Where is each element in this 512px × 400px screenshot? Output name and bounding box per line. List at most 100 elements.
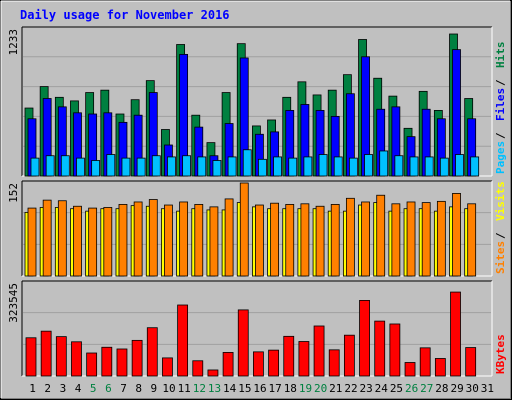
bar-bottom-kbytes-day-19 (298, 341, 310, 377)
day-tick-label: 12 (193, 382, 206, 395)
bar-top-pages-day-11 (182, 155, 192, 177)
bar-top-pages-day-26 (409, 156, 419, 177)
bar-top-pages-day-25 (394, 155, 404, 177)
panel-middle-max-label: 152 (7, 183, 20, 203)
bar-middle-sites-day-8 (133, 201, 143, 277)
bar-bottom-kbytes-day-28 (434, 358, 446, 377)
bar-top-pages-day-23 (364, 154, 373, 177)
bar-top-pages-day-7 (121, 157, 131, 177)
day-tick-label: 21 (329, 382, 342, 395)
bar-bottom-kbytes-day-8 (131, 339, 143, 377)
bar-middle-sites-day-13 (209, 206, 219, 277)
bar-bottom-kbytes-day-2 (40, 330, 52, 377)
day-tick-label: 27 (420, 382, 433, 395)
bar-top-pages-day-15 (242, 149, 252, 177)
bar-bottom-kbytes-day-7 (116, 348, 128, 377)
day-tick-label: 30 (466, 382, 479, 395)
panel-top-axis-separator: / (494, 132, 507, 139)
panel-middle-axis-separator: / (494, 232, 507, 239)
bar-bottom-kbytes-day-21 (328, 349, 340, 377)
bar-bottom-kbytes-day-30 (465, 347, 477, 377)
bar-middle-sites-day-23 (361, 201, 370, 277)
day-tick-label: 24 (375, 382, 389, 395)
bar-bottom-kbytes-day-5 (86, 352, 98, 377)
bar-bottom-kbytes-day-16 (253, 351, 264, 377)
bar-bottom-kbytes-day-13 (207, 369, 219, 377)
day-tick-label: 16 (253, 382, 266, 395)
bar-bottom-kbytes-day-14 (222, 352, 234, 377)
bar-middle-sites-day-21 (330, 204, 340, 277)
bar-middle-sites-day-24 (376, 194, 386, 277)
bar-middle-sites-day-30 (467, 203, 477, 277)
day-tick-label: 8 (135, 382, 142, 395)
day-tick-label: 14 (223, 382, 237, 395)
bar-top-pages-day-5 (91, 160, 101, 177)
bar-bottom-kbytes-day-11 (177, 304, 189, 377)
bar-middle-sites-day-20 (315, 205, 325, 277)
bar-bottom-kbytes-day-12 (192, 360, 204, 377)
day-tick-label: 6 (105, 382, 112, 395)
bar-top-pages-day-2 (45, 155, 55, 177)
day-tick-label: 7 (120, 382, 127, 395)
bar-bottom-kbytes-day-17 (268, 349, 279, 377)
bar-middle-sites-day-16 (255, 204, 264, 277)
day-tick-label: 13 (208, 382, 221, 395)
bar-middle-sites-day-6 (103, 207, 113, 277)
panel-top-axis-separator: / (494, 79, 507, 86)
bar-bottom-kbytes-day-24 (374, 320, 386, 377)
bar-top-pages-day-27 (424, 156, 434, 177)
bar-top-pages-day-21 (333, 156, 343, 177)
panel-top-axis-label: Files (494, 88, 507, 121)
bar-middle-sites-day-15 (239, 182, 249, 277)
day-tick-label: 2 (44, 382, 51, 395)
bar-bottom-kbytes-day-18 (283, 335, 295, 377)
day-tick-label: 20 (314, 382, 327, 395)
day-tick-label: 25 (390, 382, 403, 395)
bar-top-pages-day-9 (151, 155, 161, 177)
bar-bottom-kbytes-day-6 (101, 346, 113, 377)
bar-top-pages-day-4 (76, 157, 85, 177)
bar-bottom-kbytes-day-27 (419, 347, 431, 377)
bar-bottom-kbytes-day-22 (343, 334, 355, 377)
bar-top-pages-day-29 (455, 154, 464, 177)
bar-bottom-kbytes-day-23 (359, 300, 370, 377)
day-tick-label: 3 (60, 382, 67, 395)
day-tick-label: 18 (284, 382, 297, 395)
panel-top-axis-label: Hits (494, 42, 507, 69)
bar-bottom-kbytes-day-20 (313, 325, 325, 377)
bar-middle-sites-day-27 (421, 202, 431, 277)
bar-middle-sites-day-7 (118, 204, 128, 277)
panel-bottom-max-label: 323545 (7, 283, 20, 323)
bar-top-pages-day-16 (258, 158, 267, 177)
day-tick-label: 26 (405, 382, 418, 395)
bar-bottom-kbytes-day-10 (162, 357, 173, 377)
day-tick-label: 22 (344, 382, 357, 395)
bar-middle-sites-day-17 (270, 202, 279, 277)
day-tick-label: 9 (151, 382, 158, 395)
bar-middle-sites-day-12 (194, 204, 204, 277)
bar-bottom-kbytes-day-3 (55, 336, 67, 377)
day-tick-label: 31 (481, 382, 494, 395)
bar-top-pages-day-3 (60, 155, 70, 177)
bar-top-pages-day-1 (30, 157, 40, 177)
bar-top-pages-day-30 (470, 156, 480, 177)
bar-top-pages-day-10 (167, 156, 176, 177)
bar-bottom-kbytes-day-9 (146, 327, 158, 377)
bar-middle-sites-day-9 (148, 199, 158, 277)
bar-middle-sites-day-1 (27, 207, 37, 277)
bar-middle-sites-day-4 (73, 205, 82, 277)
day-tick-label: 19 (299, 382, 312, 395)
bar-middle-sites-day-26 (406, 201, 416, 277)
day-tick-label: 15 (238, 382, 251, 395)
chart-title: Daily usage for November 2016 (20, 8, 230, 22)
bar-middle-sites-day-5 (88, 207, 98, 277)
bar-top-pages-day-18 (288, 157, 298, 177)
day-tick-label: 4 (75, 382, 82, 395)
bar-middle-sites-day-19 (300, 203, 310, 277)
bar-middle-sites-day-11 (179, 201, 189, 277)
day-tick-label: 5 (90, 382, 97, 395)
bar-top-pages-day-19 (303, 156, 313, 177)
bar-top-pages-day-22 (348, 157, 358, 177)
bar-bottom-kbytes-day-4 (71, 341, 82, 377)
